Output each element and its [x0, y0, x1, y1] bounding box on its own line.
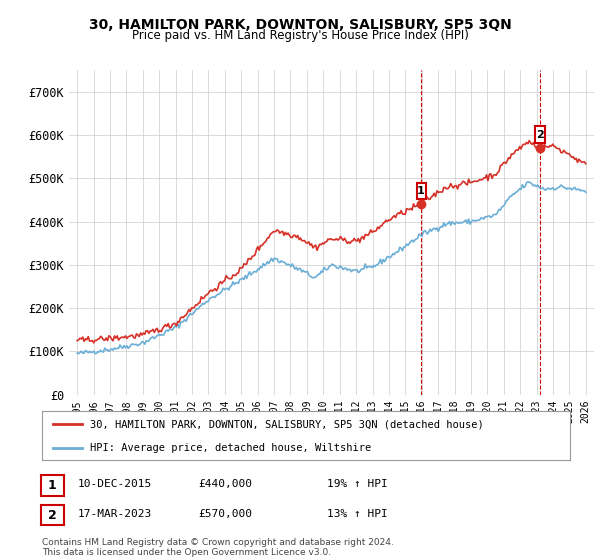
Text: £440,000: £440,000: [198, 479, 252, 489]
Text: 2: 2: [48, 508, 56, 522]
Text: 13% ↑ HPI: 13% ↑ HPI: [327, 509, 388, 519]
Text: 1: 1: [417, 186, 425, 196]
Text: HPI: Average price, detached house, Wiltshire: HPI: Average price, detached house, Wilt…: [89, 443, 371, 453]
FancyBboxPatch shape: [416, 183, 425, 199]
Text: 2: 2: [536, 129, 544, 139]
Text: 1: 1: [48, 479, 56, 492]
Text: 30, HAMILTON PARK, DOWNTON, SALISBURY, SP5 3QN (detached house): 30, HAMILTON PARK, DOWNTON, SALISBURY, S…: [89, 419, 483, 430]
Text: £570,000: £570,000: [198, 509, 252, 519]
FancyBboxPatch shape: [535, 127, 545, 143]
Text: Contains HM Land Registry data © Crown copyright and database right 2024.
This d: Contains HM Land Registry data © Crown c…: [42, 538, 394, 557]
Text: 10-DEC-2015: 10-DEC-2015: [78, 479, 152, 489]
Text: 19% ↑ HPI: 19% ↑ HPI: [327, 479, 388, 489]
Text: 30, HAMILTON PARK, DOWNTON, SALISBURY, SP5 3QN: 30, HAMILTON PARK, DOWNTON, SALISBURY, S…: [89, 18, 511, 32]
Text: 17-MAR-2023: 17-MAR-2023: [78, 509, 152, 519]
Text: Price paid vs. HM Land Registry's House Price Index (HPI): Price paid vs. HM Land Registry's House …: [131, 29, 469, 42]
